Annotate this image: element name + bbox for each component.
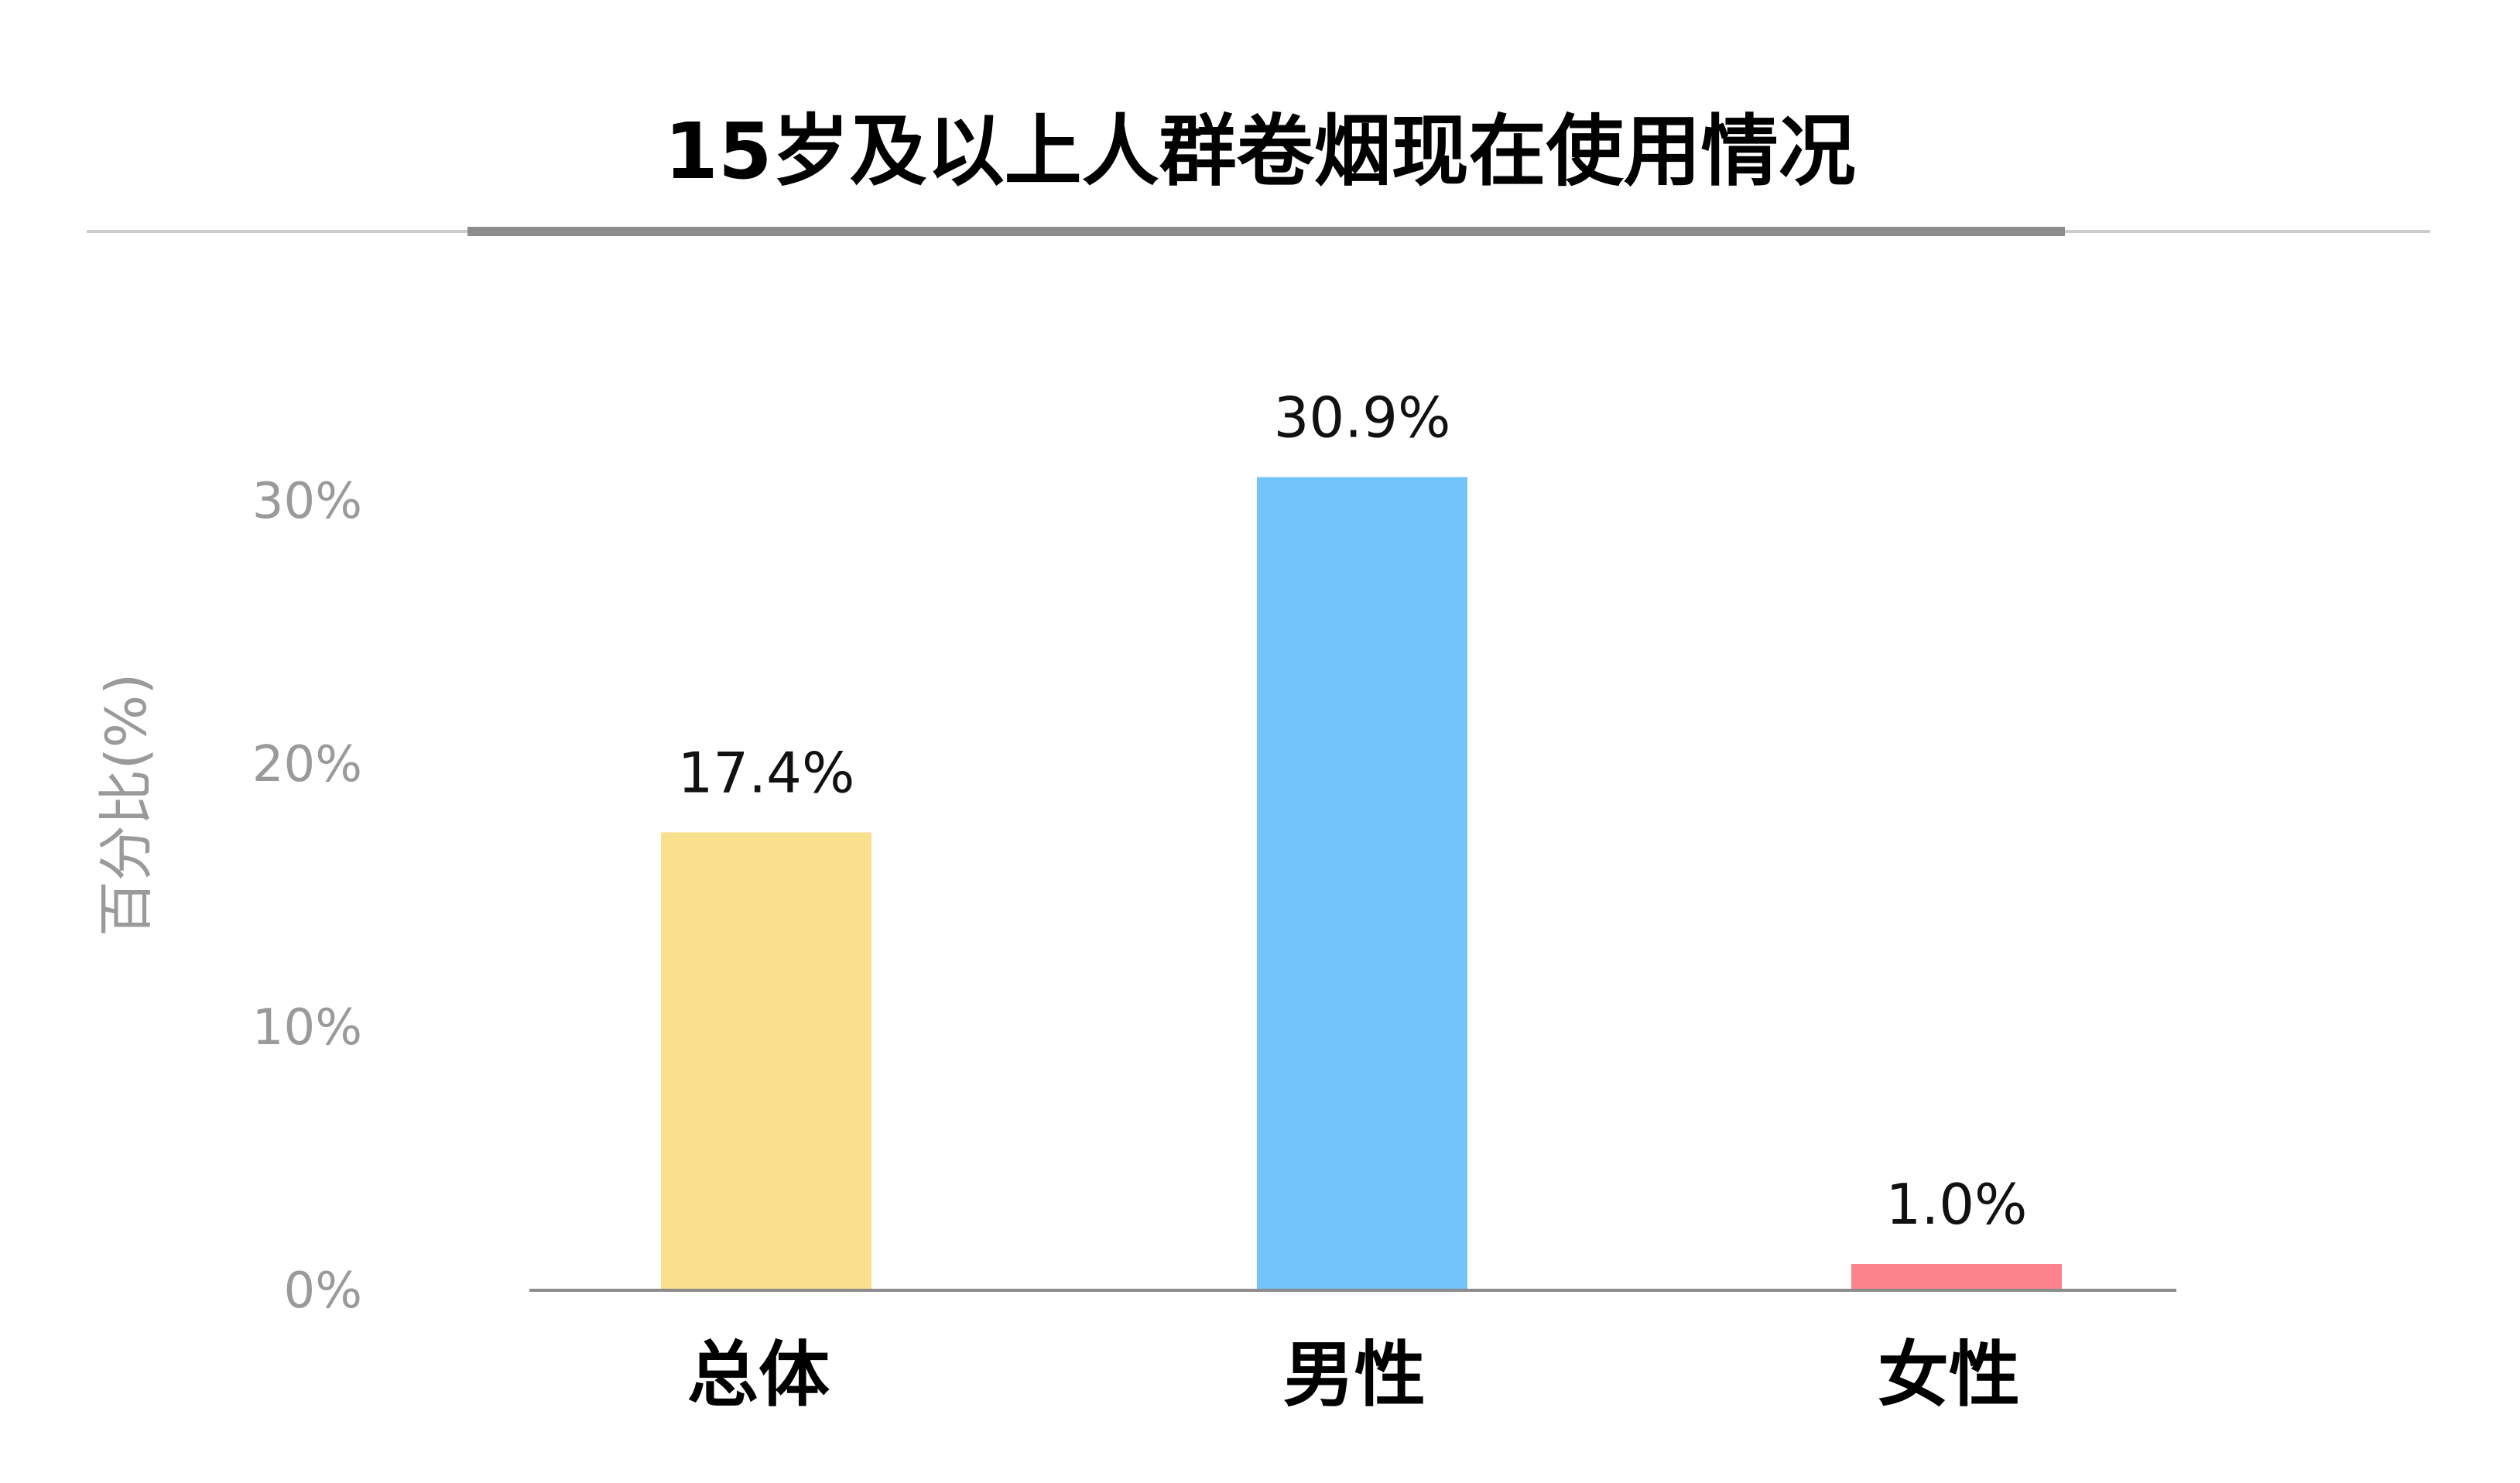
x-category-label: 男性 [1283, 1334, 1426, 1416]
y-tick-label: 20% [252, 736, 362, 793]
x-category-label: 总体 [687, 1334, 830, 1416]
y-tick-label: 10% [252, 999, 362, 1057]
bar-value-label: 30.9% [1274, 385, 1451, 450]
bar-value-label: 17.4% [678, 740, 855, 805]
chart-title: 15岁及以上人群卷烟现在使用情况 [664, 106, 1855, 197]
bars-group [661, 477, 2062, 1290]
bar [661, 832, 871, 1290]
y-axis-ticks: 0% 10% 20% 30% [252, 473, 362, 1320]
y-axis-label: 百分比(%) [94, 673, 159, 937]
bar-value-label: 1.0% [1886, 1172, 2028, 1237]
value-labels-group: 17.4% 30.9% 1.0% [678, 385, 2028, 1237]
x-category-label: 女性 [1878, 1334, 2020, 1416]
bar [1851, 1264, 2062, 1290]
category-labels-group: 总体 男性 女性 [687, 1334, 2020, 1416]
y-tick-label: 30% [252, 473, 362, 530]
y-tick-label: 0% [283, 1262, 362, 1320]
bar [1257, 477, 1467, 1290]
